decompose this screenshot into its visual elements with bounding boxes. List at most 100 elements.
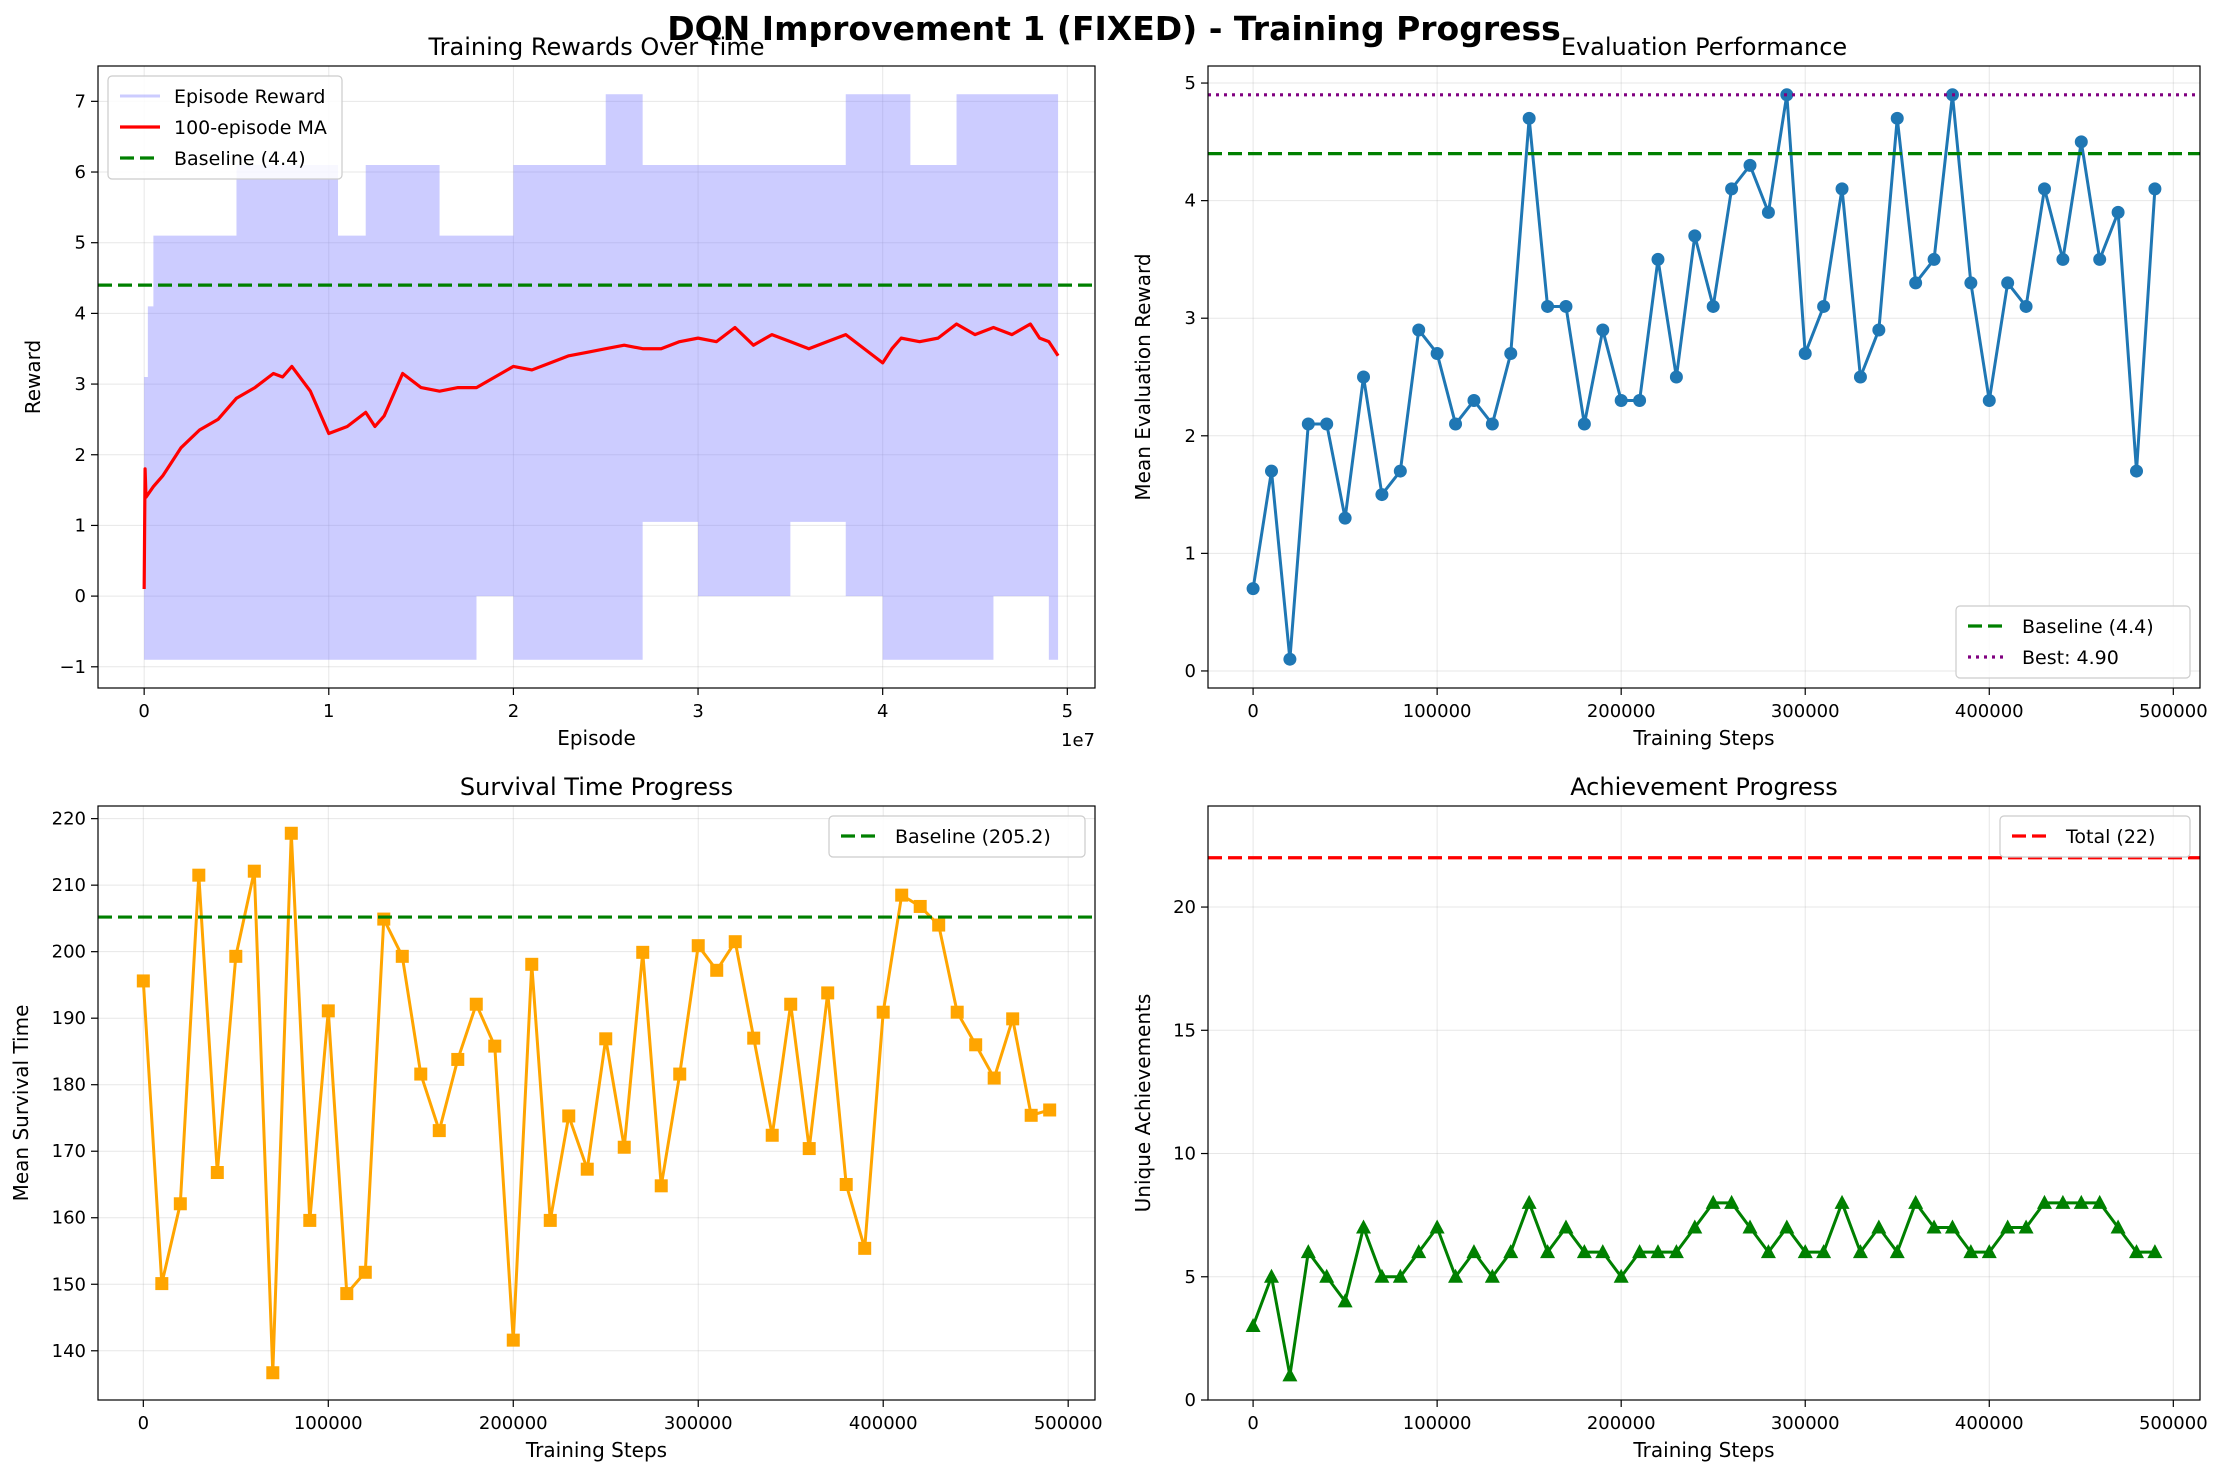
data-point — [1337, 1293, 1353, 1308]
data-point — [1651, 252, 1665, 266]
x-tick-label: 100000 — [1403, 1413, 1472, 1434]
data-point — [2074, 135, 2088, 149]
data-point — [1467, 394, 1481, 408]
data-point — [1338, 511, 1352, 525]
data-point — [1742, 1219, 1758, 1234]
data-point — [1706, 299, 1720, 313]
series-line — [142, 322, 1060, 590]
data-point — [358, 1265, 372, 1279]
data-point — [2019, 299, 2033, 313]
panel-title: Survival Time Progress — [460, 773, 733, 801]
data-point — [1412, 323, 1426, 337]
x-tick-label: 0 — [138, 701, 149, 722]
data-point — [229, 949, 243, 963]
data-point — [1632, 1244, 1648, 1259]
grid-lines — [1208, 806, 2200, 1401]
data-point — [2130, 464, 2144, 478]
data-point — [1688, 229, 1702, 243]
data-point — [247, 864, 261, 878]
x-axis-label: Training Steps — [1632, 726, 1774, 750]
data-point — [1503, 1244, 1519, 1259]
x-tick-label: 400000 — [1955, 1413, 2024, 1434]
plot-area — [1208, 88, 2200, 666]
data-point — [1724, 1194, 1740, 1209]
legend: Baseline (4.4) Best: 4.90 — [1955, 605, 2191, 679]
data-point — [1559, 299, 1573, 313]
data-point — [1320, 417, 1334, 431]
data-point — [1779, 1219, 1795, 1234]
data-point — [1595, 1244, 1611, 1259]
data-point — [1430, 346, 1444, 360]
panel-title: Achievement Progress — [1570, 773, 1838, 801]
y-tick-label: 4 — [75, 303, 86, 324]
data-point — [1375, 488, 1389, 502]
data-point — [210, 1166, 224, 1180]
y-tick-label: 2 — [75, 445, 86, 466]
y-tick-label: 2 — [1185, 426, 1196, 447]
x-tick-label: 500000 — [2139, 1413, 2208, 1434]
y-tick-label: 4 — [1185, 191, 1196, 212]
data-point — [1043, 1103, 1057, 1117]
data-point — [1484, 1268, 1500, 1283]
y-tick-label: 150 — [52, 1274, 86, 1295]
grid-lines — [98, 66, 1095, 688]
data-point — [1411, 1244, 1427, 1259]
x-tick-label: 300000 — [1771, 701, 1840, 722]
data-point — [1669, 370, 1683, 384]
data-point — [2110, 1219, 2126, 1234]
data-point — [1816, 1244, 1832, 1259]
data-point — [1852, 1244, 1868, 1259]
data-point — [1024, 1108, 1038, 1122]
data-point — [2018, 1219, 2034, 1234]
data-point — [488, 1039, 502, 1053]
data-point — [1633, 394, 1647, 408]
data-point — [932, 918, 946, 932]
data-point — [173, 1197, 187, 1211]
x-tick-label: 300000 — [1771, 1413, 1840, 1434]
data-point — [1909, 276, 1923, 290]
data-point — [1761, 205, 1775, 219]
data-point — [1614, 394, 1628, 408]
data-point — [1319, 1268, 1335, 1283]
panel-title: Training Rewards Over Time — [428, 33, 765, 61]
data-point — [543, 1213, 557, 1227]
data-point — [2000, 1219, 2016, 1234]
legend: Episode Reward 100-episode MA Baseline (4.… — [107, 75, 343, 180]
axes-frame — [97, 805, 1096, 1401]
data-point — [1485, 417, 1499, 431]
data-point — [784, 997, 798, 1011]
data-point — [340, 1287, 354, 1301]
y-tick-label: −1 — [59, 657, 86, 678]
y-tick-label: 3 — [75, 374, 86, 395]
data-point — [1650, 1244, 1666, 1259]
data-point — [1908, 1194, 1924, 1209]
data-point — [1705, 1194, 1721, 1209]
data-point — [1853, 370, 1867, 384]
x-tick-label: 1 — [323, 701, 334, 722]
data-point — [451, 1052, 465, 1066]
data-point — [1927, 252, 1941, 266]
data-point — [839, 1177, 853, 1191]
data-point — [1687, 1219, 1703, 1234]
data-point — [377, 912, 391, 926]
data-point — [673, 1067, 687, 1081]
data-point — [1006, 1012, 1020, 1026]
data-point — [1596, 323, 1610, 337]
data-point — [1357, 370, 1371, 384]
y-tick-label: 200 — [52, 942, 86, 963]
data-point — [2093, 252, 2107, 266]
data-point — [1449, 417, 1463, 431]
y-tick-label: 6 — [75, 162, 86, 183]
data-point — [2037, 182, 2051, 196]
training-rewards-panel: Training Rewards Over Time 0 1 2 3 4 5 −1 0 1 2 3 4 5… — [21, 33, 1096, 751]
data-point — [1264, 464, 1278, 478]
x-tick-label: 200000 — [479, 1413, 548, 1434]
plot-area — [1208, 856, 2200, 1382]
data-point — [506, 1333, 520, 1347]
data-point — [654, 1179, 668, 1193]
y-tick-label: 7 — [75, 91, 86, 112]
legend-box — [1955, 605, 2191, 679]
y-axis-label: Mean Evaluation Reward — [1131, 253, 1155, 500]
y-axis-label: Mean Survival Time — [9, 1005, 33, 1202]
